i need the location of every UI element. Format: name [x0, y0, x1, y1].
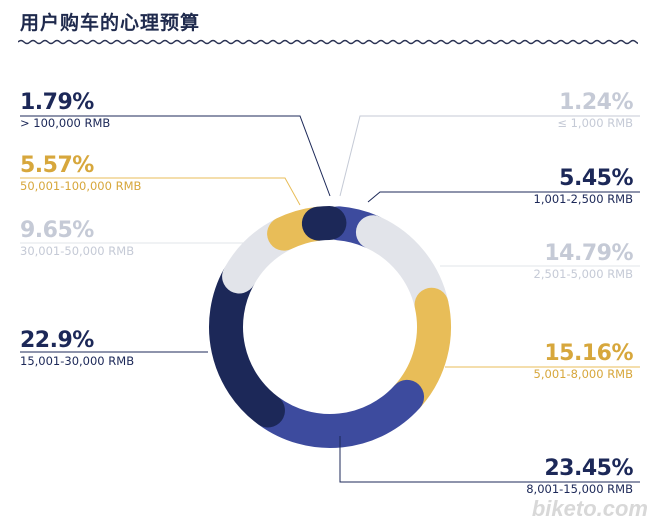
slice-label-gt-100000: 1.79% > 100,000 RMB [20, 92, 110, 130]
wavy-divider [18, 39, 638, 45]
slice-percent: 1.24% [559, 90, 633, 115]
slice-label-15001-30000: 22.9% 15,001-30,000 RMB [20, 330, 134, 368]
donut-slice [301, 206, 347, 241]
slice-label-50001-100000: 5.57% 50,001-100,000 RMB [20, 155, 141, 193]
slice-label-8001-15000: 23.45% 8,001-15,000 RMB [526, 458, 633, 496]
slice-range: 30,001-50,000 RMB [20, 244, 135, 258]
slice-label-2501-5000: 14.79% 2,501-5,000 RMB [533, 241, 634, 281]
donut-slice [209, 260, 285, 428]
leader-line [20, 115, 331, 197]
slice-label-1001-2500: 5.45% 1,001-2,500 RMB [533, 166, 634, 206]
leader-line [339, 436, 640, 483]
chart-title: 用户购车的心理预算 [20, 12, 201, 34]
slice-percent: 14.79% [544, 241, 633, 266]
slice-percent: 23.45% [544, 456, 633, 481]
slice-range: 1,001-2,500 RMB [533, 192, 633, 206]
slice-range: ≤ 1,000 RMB [557, 116, 633, 130]
slice-percent: 9.65% [20, 218, 94, 243]
slice-range: > 100,000 RMB [20, 116, 111, 130]
slice-label-30001-50000: 9.65% 30,001-50,000 RMB [20, 220, 134, 258]
watermark-logo: biketo.com [531, 496, 648, 521]
slice-percent: 5.45% [559, 166, 633, 191]
slice-percent: 15.16% [544, 341, 633, 366]
slice-label-le-1000: 1.24% ≤ 1,000 RMB [557, 92, 633, 130]
slice-percent: 1.79% [20, 90, 94, 115]
donut-slice [251, 379, 425, 448]
slice-range: 5,001-8,000 RMB [533, 367, 633, 381]
leader-line [367, 191, 640, 203]
leader-line [20, 177, 301, 206]
slice-range: 15,001-30,000 RMB [20, 354, 135, 368]
slice-range: 2,501-5,000 RMB [533, 267, 633, 281]
slice-percent: 5.57% [20, 153, 94, 178]
slice-label-5001-8000: 15.16% 5,001-8,000 RMB [533, 341, 634, 381]
slice-range: 50,001-100,000 RMB [20, 179, 142, 193]
leader-line [339, 115, 640, 197]
slice-range: 8,001-15,000 RMB [526, 482, 633, 496]
slice-percent: 22.9% [20, 328, 94, 353]
